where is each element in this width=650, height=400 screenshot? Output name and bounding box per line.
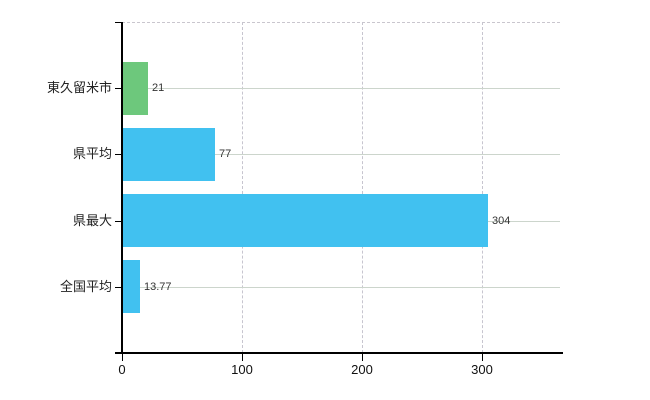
v-gridline	[362, 22, 363, 353]
v-gridline	[242, 22, 243, 353]
plot-top-border	[122, 22, 560, 23]
y-axis-line	[121, 22, 123, 354]
v-gridline	[482, 22, 483, 353]
x-tick-label: 0	[118, 362, 126, 377]
category-tick	[115, 88, 122, 89]
category-label: 東久留米市	[46, 80, 112, 95]
category-label: 県最大	[72, 213, 112, 228]
category-label: 全国平均	[59, 279, 112, 294]
bar-value-label: 13.77	[144, 281, 172, 293]
category-tick	[115, 154, 122, 155]
x-axis-tick	[122, 354, 123, 361]
h-gridline	[123, 154, 560, 155]
bar-row-3	[123, 260, 140, 313]
x-axis-line	[115, 352, 563, 354]
bar-row-1	[123, 128, 215, 181]
bar-value-label: 77	[219, 148, 232, 160]
category-tick	[115, 287, 122, 288]
x-axis-tick	[362, 354, 363, 361]
x-axis-tick	[482, 354, 483, 361]
bar-value-label: 304	[492, 215, 511, 227]
bar-value-label: 21	[152, 82, 165, 94]
bar-row-0	[123, 62, 148, 115]
x-axis-tick	[242, 354, 243, 361]
x-tick-label: 200	[351, 362, 373, 377]
bar-row-2	[123, 194, 488, 247]
category-tick	[115, 221, 122, 222]
x-tick-label: 300	[471, 362, 493, 377]
category-label: 県平均	[72, 146, 112, 161]
h-gridline	[123, 88, 560, 89]
h-gridline	[123, 287, 560, 288]
y-axis-end-tick	[115, 22, 122, 23]
x-tick-label: 100	[231, 362, 253, 377]
